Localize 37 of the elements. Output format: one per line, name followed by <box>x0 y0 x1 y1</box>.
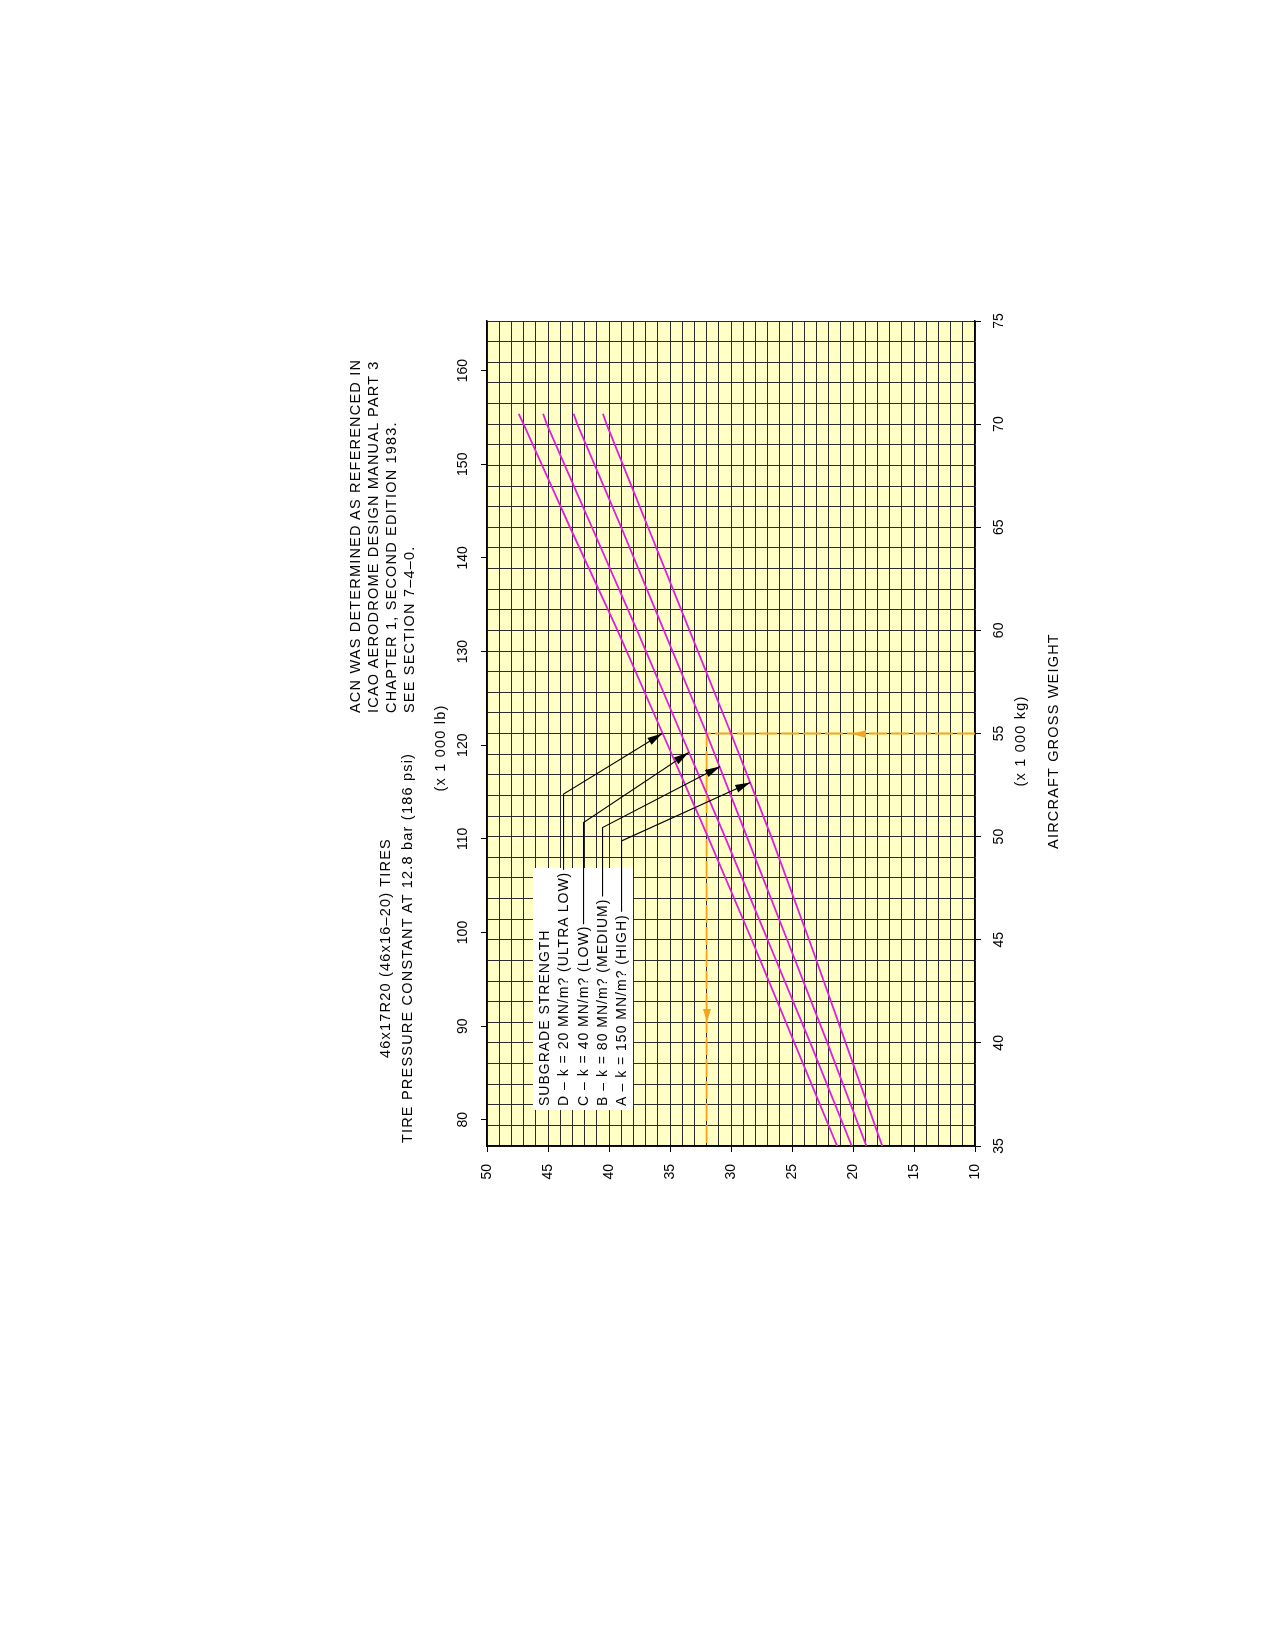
annotation: C – k = 40 MN/m? (LOW) <box>573 925 592 1106</box>
y2-tick-label: 150 <box>454 452 471 476</box>
x-tick-label: 45 <box>538 1163 555 1180</box>
annotation: A – k = 150 MN/m? (HIGH) <box>612 914 631 1106</box>
x-tick-label: 15 <box>904 1163 921 1180</box>
y2-tick-label: 130 <box>454 639 471 664</box>
y2-tick-label: 120 <box>454 733 471 757</box>
text: ACN WAS DETERMINED AS REFERENCED IN ICAO AERODROME DESIGN MANUAL PART 3 CHAPTER 1, SECOND EDITION 1983. SEE SECTION 7–4–0. <box>346 358 418 713</box>
x-tick-label: 40 <box>599 1163 616 1180</box>
x-tick-label: 35 <box>660 1163 677 1180</box>
y2-tick-label: 160 <box>454 358 471 383</box>
y2-tick-label: 140 <box>454 546 471 570</box>
y-tick-label: 55 <box>989 725 1006 742</box>
annotation: D – k = 20 MN/m? (ULTRA LOW) <box>554 871 573 1106</box>
y2-tick-label: 90 <box>454 1018 471 1034</box>
x-tick-label: 10 <box>965 1163 982 1180</box>
y2-axis-title: (x 1 000 lb) <box>431 704 449 792</box>
text: 46x17R20 (46x16–20) TIRES <box>376 837 394 1060</box>
y-tick-label: 75 <box>989 313 1006 329</box>
annotation: B – k = 80 MN/m? (MEDIUM) <box>592 898 611 1106</box>
y2-tick-label: 110 <box>454 827 471 851</box>
y2-tick-label: 100 <box>454 920 471 945</box>
x-tick-label: 25 <box>782 1163 799 1180</box>
y-tick-label: 65 <box>989 519 1006 536</box>
y-tick-label: 45 <box>989 931 1006 948</box>
y-tick-label: 50 <box>989 828 1006 845</box>
x-tick-label: 30 <box>721 1163 738 1180</box>
y-axis-title: (x 1 000 kg) AIRCRAFT GROSS WEIGHT <box>1011 633 1062 849</box>
text: TIRE PRESSURE CONSTANT AT 12.8 bar (186 psi) <box>398 752 416 1144</box>
annotation: SUBGRADE STRENGTH <box>535 929 553 1106</box>
y-tick-label: 35 <box>989 1138 1006 1154</box>
y-tick-label: 40 <box>989 1034 1006 1051</box>
x-tick-label: 50 <box>477 1163 494 1180</box>
y2-tick-label: 80 <box>454 1111 471 1128</box>
y-tick-label: 60 <box>989 622 1006 639</box>
y-tick-label: 70 <box>989 416 1006 432</box>
x-tick-label: 20 <box>843 1163 860 1180</box>
